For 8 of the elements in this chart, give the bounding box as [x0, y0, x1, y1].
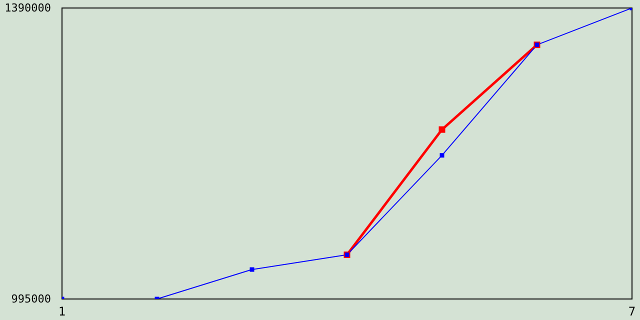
- point: [250, 267, 254, 272]
- y-tick-label: 995000: [11, 292, 51, 306]
- point: [438, 126, 446, 133]
- point: [440, 153, 444, 158]
- y-tick-label: 1390000: [4, 2, 51, 14]
- x-tick-label: 1: [58, 304, 66, 319]
- x-tick-label: 7: [628, 304, 636, 319]
- line-series: [62, 8, 632, 299]
